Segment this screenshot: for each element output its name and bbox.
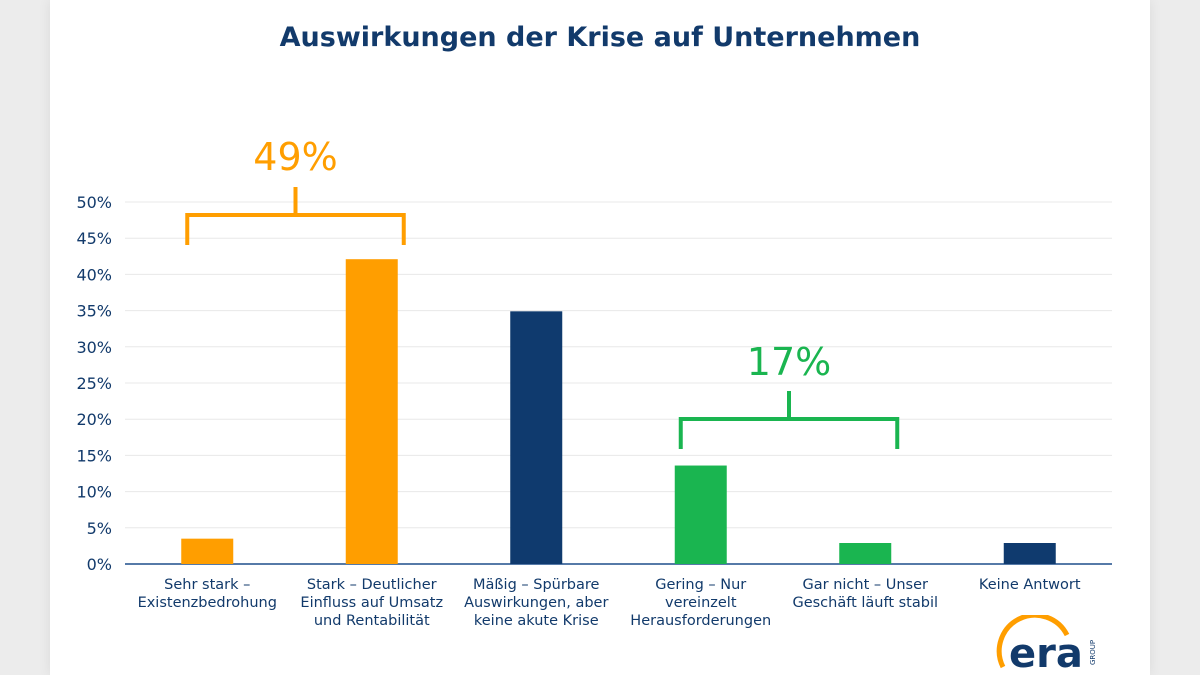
era-group-logo: era GROUP [996, 615, 1097, 675]
y-tick-label: 30% [76, 338, 112, 357]
x-tick-label-line: Geschäft läuft stabil [792, 595, 939, 611]
bar [839, 543, 892, 564]
x-tick-label: Keine Antwort [945, 576, 1115, 594]
annotation-label: 49% [253, 135, 337, 179]
x-tick-label-line: Gering – Nur [655, 577, 747, 593]
x-tick-label: Mäßig – Spürbare Auswirkungen, aber keine … [451, 576, 621, 630]
y-tick-label: 45% [76, 229, 112, 248]
annotation-bracket [185, 187, 406, 245]
y-tick-label: 50% [76, 193, 112, 212]
x-tick-label-line: Mäßig – Spürbare [473, 577, 600, 593]
y-tick-label: 0% [87, 555, 112, 574]
bar [181, 538, 234, 564]
x-tick-label-line: Sehr stark – [164, 577, 251, 593]
y-tick-label: 35% [76, 302, 112, 321]
bar [1003, 543, 1056, 564]
chart-title: Auswirkungen der Krise auf Unternehmen [279, 22, 921, 53]
annotation-bracket [678, 391, 900, 449]
x-tick-label-line: Gar nicht – Unser [802, 577, 928, 593]
bar [510, 311, 563, 564]
y-tick-label: 40% [76, 265, 112, 284]
x-tick-label-line: keine akute Krise [473, 613, 599, 629]
y-tick-label: 5% [87, 519, 112, 538]
x-tick-label: Sehr stark – Existenzbedrohung [122, 576, 292, 612]
x-tick-label: Stark – Deutlicher Einfluss auf Umsatz und… [287, 576, 457, 630]
y-tick-label: 10% [76, 483, 112, 502]
y-tick-label: 15% [76, 446, 112, 465]
x-tick-label-line: Einfluss auf Umsatz [300, 595, 444, 611]
y-tick-label: 25% [76, 374, 112, 393]
bar [345, 259, 398, 564]
x-tick-label-line: Stark – Deutlicher [306, 577, 437, 593]
svg-text:era: era [1009, 631, 1083, 675]
x-tick-label: Gering – Nur vereinzelt Herausforderungen [616, 576, 786, 630]
x-tick-label: Gar nicht – Unser Geschäft läuft stabil [780, 576, 950, 612]
x-tick-label-line: Auswirkungen, aber [464, 595, 609, 611]
y-tick-label: 20% [76, 410, 112, 429]
x-tick-label-line: Existenzbedrohung [137, 595, 277, 611]
svg-text:GROUP: GROUP [1089, 640, 1097, 665]
x-tick-label-line: vereinzelt [664, 595, 737, 611]
x-tick-label-line: Herausforderungen [630, 613, 772, 629]
x-tick-label-line: und Rentabilität [313, 613, 430, 629]
chart-card [50, 0, 1150, 675]
x-tick-label-line: Keine Antwort [978, 577, 1081, 593]
annotation-label: 17% [747, 340, 831, 384]
bar [674, 465, 727, 564]
